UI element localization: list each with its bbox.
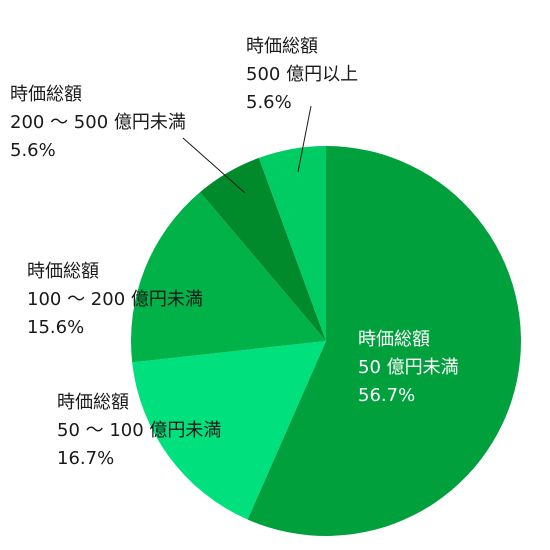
slice-label-0-line-1: 50 億円未満 bbox=[358, 357, 459, 378]
leader-line-3 bbox=[182, 137, 246, 194]
slice-label-2-line-2: 15.6% bbox=[27, 317, 84, 338]
pie-slice-3 bbox=[200, 157, 326, 341]
slice-label-3-line-2: 5.6% bbox=[10, 140, 56, 161]
slice-label-2-line-0: 時価総額 bbox=[27, 261, 99, 282]
slice-label-0-line-0: 時価総額 bbox=[358, 329, 430, 350]
leader-line-4 bbox=[297, 105, 312, 173]
pie-slice-4 bbox=[258, 146, 326, 341]
slice-label-4-line-0: 時価総額 bbox=[246, 36, 318, 57]
pie-slice-1 bbox=[132, 341, 326, 520]
slice-label-0: 時価総額 50 億円未満 56.7% bbox=[358, 329, 459, 406]
slice-label-4: 時価総額 500 億円以上 5.6% bbox=[246, 36, 358, 113]
pie-slices bbox=[130, 146, 521, 536]
leader-lines bbox=[182, 105, 312, 194]
slice-label-1: 時価総額 50 ～ 100 億円未満 16.7% bbox=[57, 392, 221, 469]
slice-label-3-line-1: 200 ～ 500 億円未満 bbox=[10, 112, 186, 133]
slice-label-4-line-1: 500 億円以上 bbox=[246, 64, 358, 85]
slice-label-1-line-0: 時価総額 bbox=[57, 392, 129, 413]
slice-label-0-line-2: 56.7% bbox=[358, 385, 415, 406]
slice-label-1-line-1: 50 ～ 100 億円未満 bbox=[57, 420, 221, 441]
pie-slice-2 bbox=[130, 192, 326, 363]
pie-slice-0 bbox=[247, 146, 521, 536]
slice-label-3: 時価総額 200 ～ 500 億円未満 5.6% bbox=[10, 84, 186, 161]
slice-label-3-line-0: 時価総額 bbox=[10, 84, 82, 105]
slice-label-1-line-2: 16.7% bbox=[57, 448, 114, 469]
slice-label-4-line-2: 5.6% bbox=[246, 92, 292, 113]
slice-labels: 時価総額 50 億円未満 56.7%時価総額 50 ～ 100 億円未満 16.7%時価… bbox=[10, 36, 459, 469]
slice-label-2: 時価総額 100 ～ 200 億円未満 15.6% bbox=[27, 261, 203, 338]
slice-label-2-line-1: 100 ～ 200 億円未満 bbox=[27, 289, 203, 310]
